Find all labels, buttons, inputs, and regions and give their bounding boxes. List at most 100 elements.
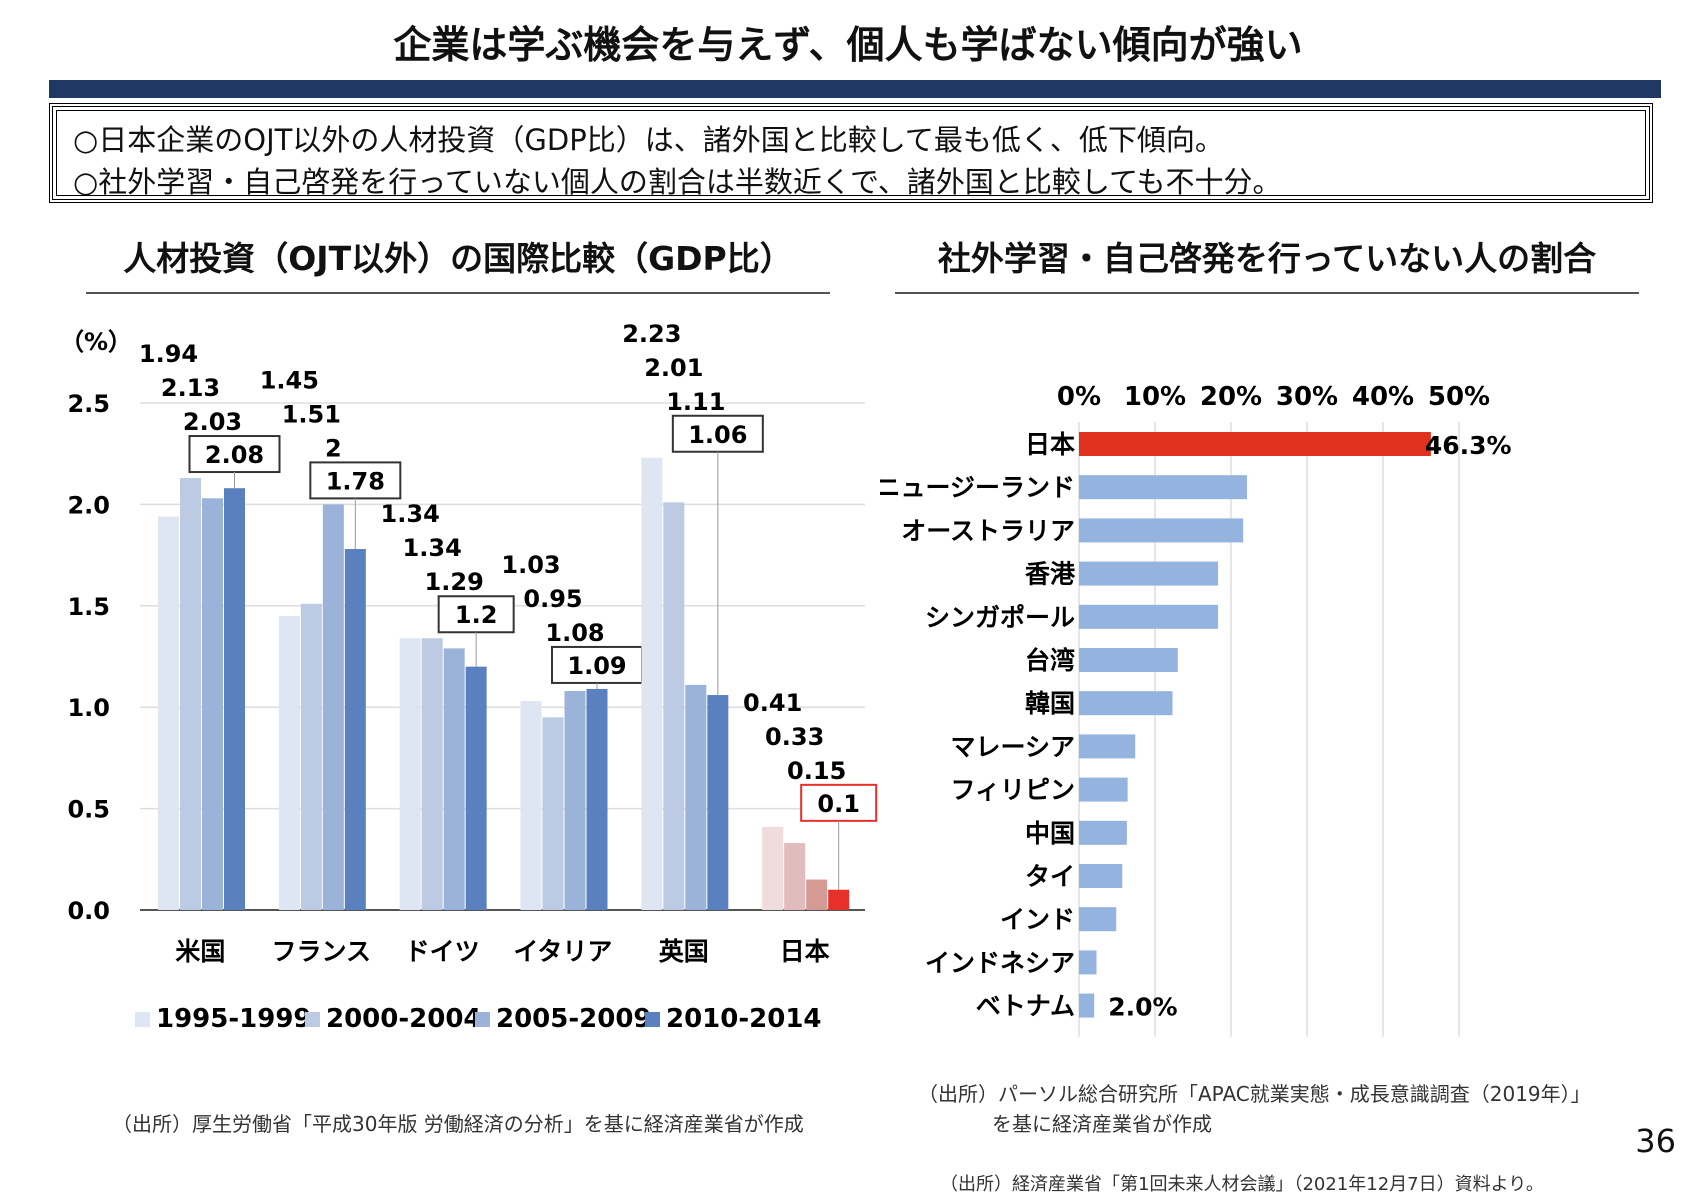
bar-1995-1999 [399,638,421,910]
summary-box: ○日本企業のOJT以外の人材投資（GDP比）は、諸外国と比較して最も低く、低下傾… [49,103,1653,203]
data-label: 1.03 [501,551,560,579]
data-label-box [437,595,515,634]
data-label: 1.34 [381,500,440,528]
bar [1079,777,1128,802]
x-tick-label: 日本 [780,937,830,966]
y-tick-label: オーストラリア [901,516,1075,545]
bar-2010-2014 [465,666,487,910]
data-label: 1.29 [425,568,484,596]
x-tick-label: 10% [1124,382,1186,412]
bar [1079,691,1173,716]
bar-2005-2009 [806,879,828,910]
data-label: 1.08 [545,619,604,647]
y-tick-label: インドネシア [925,948,1075,977]
bar-2000-2004 [663,502,685,910]
y-axis-label: （%） [60,328,132,356]
x-tick-label: イタリア [513,937,612,966]
y-tick-label: 1.5 [67,593,110,621]
bar [1079,993,1095,1018]
bar-1995-1999 [520,701,542,910]
bar-2005-2009 [685,684,707,910]
x-tick-label: 米国 [175,937,225,966]
bar-2005-2009 [564,690,586,910]
legend-label: 2005-2009 [496,1004,652,1034]
bar [1079,604,1219,629]
legend-label: 1995-1999 [156,1004,312,1034]
right-source-note-1: （出所）パーソル総合研究所「APAC就業実態・成長意識調査（2019年）」 [918,1082,1591,1106]
y-tick-label: マレーシア [950,732,1075,761]
summary-line-1: ○日本企業のOJT以外の人材投資（GDP比）は、諸外国と比較して最も低く、低下傾… [73,123,1224,157]
bar-2005-2009 [202,498,223,910]
y-tick-label: フィリピン [950,776,1075,805]
y-tick-label: ベトナム [976,992,1075,1021]
bar [1079,907,1117,932]
legend-swatch [135,1012,150,1027]
data-label: 1.2 [455,601,498,629]
legend-swatch [305,1012,320,1027]
data-label: 46.3% [1425,431,1512,460]
bar-2010-2014 [344,549,366,910]
left-source-note: （出所）厚生労働省「平成30年版 労働経済の分析」を基に経済産業省が作成 [112,1112,804,1136]
bar [1079,648,1178,672]
bar [1079,518,1244,543]
data-label: 2.0% [1108,993,1177,1022]
bar [1079,561,1219,586]
bar-2000-2004 [421,638,443,910]
x-tick-label: 英国 [659,937,709,966]
data-label: 0.1 [817,790,860,818]
data-label: 1.78 [326,467,385,495]
bar-1995-1999 [762,826,784,910]
data-label: 0.41 [743,689,802,717]
bar [1079,432,1431,456]
bar [1079,864,1123,888]
data-label-box [309,461,402,500]
bar-2000-2004 [180,478,201,910]
bar [1079,950,1097,975]
data-label: 1.51 [282,400,341,428]
bar-2005-2009 [322,504,344,910]
y-tick-label: 日本 [1025,430,1075,459]
no-learning-bar-chart: 0% 10% 20% 30% 40% 50% 日本 46.3% ニュージーランドオーストラリア香… [880,382,1512,1037]
data-label-box [671,414,764,453]
bar-1995-1999 [278,615,300,910]
footer-source-note: （出所）経済産業省「第1回未来人材会議」（2021年12月7日）資料より。 [940,1174,1544,1195]
y-tick-label: シンガポール [925,603,1075,632]
data-label: 1.06 [688,421,747,449]
y-tick-label: 0.0 [67,897,110,925]
x-tick-label: ドイツ [405,937,480,966]
bar [1079,475,1247,500]
bar-2010-2014 [586,688,608,910]
data-label: 2.01 [644,354,703,382]
data-label: 1.34 [403,534,462,562]
bar-1995-1999 [641,457,663,910]
bar-2000-2004 [542,717,564,910]
bar-2000-2004 [784,843,806,910]
right-chart-heading: 社外学習・自己啓発を行っていない人の割合 [895,232,1639,294]
legend-label: 2010-2014 [666,1004,822,1034]
bar-1995-1999 [158,516,179,910]
data-label: 1.11 [666,388,725,416]
x-tick-label: フランス [271,937,371,966]
legend-swatch [645,1012,660,1027]
data-label: 2 [325,434,342,462]
data-label: 0.33 [765,723,824,751]
x-tick-label: 30% [1276,382,1338,412]
page-number: 36 [1635,1122,1676,1160]
y-tick-label: タイ [1025,862,1075,891]
y-tick-label: 2.0 [67,491,110,519]
investment-bar-chart: （%） 0.0 0.5 1.0 1.5 2.0 2.5 1.94 2.13 2.03 2.08 米国 1… [60,320,878,1034]
data-label: 1.94 [139,340,198,368]
y-tick-label: 台湾 [1025,646,1075,675]
slide-title: 企業は学ぶ機会を与えず、個人も学ばない傾向が強い [393,23,1303,67]
data-label: 2.08 [205,441,264,469]
bar-2010-2014 [224,488,245,910]
data-label: 2.13 [161,374,220,402]
bar-2000-2004 [300,603,322,910]
y-tick-label: インド [1000,905,1075,934]
data-label-box [800,783,878,822]
data-label: 1.45 [260,366,319,394]
title-divider-bar [49,80,1661,98]
y-tick-label: 1.0 [67,694,110,722]
bar [1079,734,1136,759]
